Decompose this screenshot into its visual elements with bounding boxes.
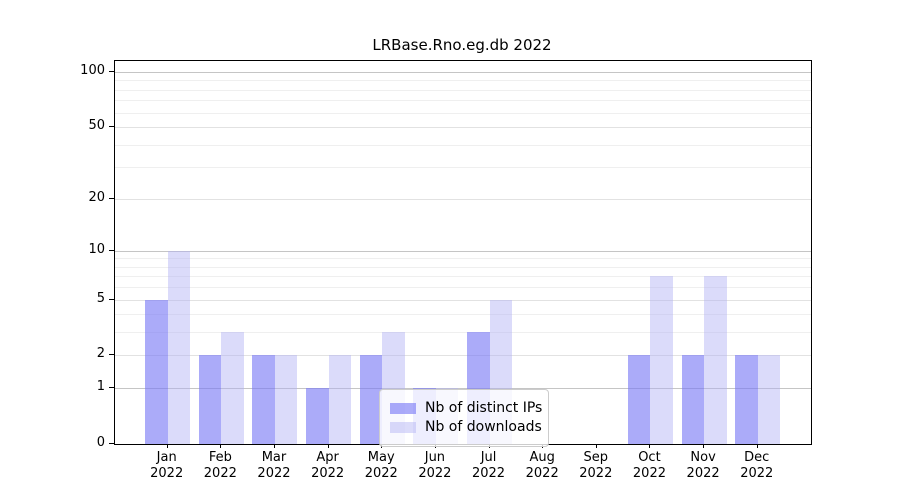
legend-label-downloads: Nb of downloads bbox=[425, 419, 542, 435]
bar-distinct-ips-dec bbox=[735, 355, 758, 444]
x-tick-label-nov: Nov 2022 bbox=[686, 450, 720, 481]
x-tick-label-dec: Dec 2022 bbox=[740, 450, 774, 481]
y-tick-label-2: 2 bbox=[96, 346, 105, 362]
legend-item-downloads: Nb of downloads bbox=[390, 419, 542, 435]
x-tick-label-sep: Sep 2022 bbox=[579, 450, 613, 481]
gridline-y-1 bbox=[115, 388, 811, 390]
x-tick-label-feb: Feb 2022 bbox=[203, 450, 237, 481]
x-tick-mar bbox=[273, 444, 275, 448]
plot-area: Nb of distinct IPs Nb of downloads bbox=[114, 60, 812, 447]
gridline-y-50 bbox=[115, 127, 811, 129]
x-tick-label-jan: Jan 2022 bbox=[150, 450, 184, 481]
gridline-y-2 bbox=[115, 355, 811, 357]
y-tick-label-5: 5 bbox=[96, 290, 105, 306]
bar-distinct-ips-jan bbox=[145, 299, 168, 444]
y-tick-0 bbox=[109, 443, 114, 444]
y-tick-5 bbox=[109, 298, 114, 300]
y-tick-label-1: 1 bbox=[96, 379, 105, 395]
legend-item-distinct-ips: Nb of distinct IPs bbox=[390, 400, 542, 416]
y-tick-label-50: 50 bbox=[88, 118, 105, 134]
bar-downloads-mar bbox=[274, 355, 298, 444]
x-tick-label-mar: Mar 2022 bbox=[257, 450, 291, 481]
y-tick-100 bbox=[109, 71, 114, 72]
gridline-y-20 bbox=[115, 198, 811, 200]
gridline-y-9 bbox=[115, 258, 811, 260]
bar-distinct-ips-feb bbox=[198, 355, 222, 444]
gridline-y-8 bbox=[115, 266, 811, 268]
x-tick-jan bbox=[166, 444, 168, 448]
gridline-y-100 bbox=[115, 72, 811, 73]
bar-distinct-ips-nov bbox=[681, 355, 705, 444]
y-tick-1 bbox=[109, 387, 114, 389]
gridline-y-60 bbox=[115, 112, 811, 114]
bar-downloads-jan bbox=[167, 250, 191, 444]
x-tick-feb bbox=[220, 444, 222, 448]
gridline-y-90 bbox=[115, 80, 811, 82]
gridline-y-4 bbox=[115, 314, 811, 316]
gridline-y-70 bbox=[115, 100, 811, 102]
bar-downloads-nov bbox=[704, 276, 727, 444]
x-tick-oct bbox=[649, 444, 651, 448]
bar-downloads-dec bbox=[757, 355, 781, 444]
gridline-y-5 bbox=[115, 299, 811, 301]
y-tick-label-100: 100 bbox=[80, 63, 105, 78]
y-tick-label-0: 0 bbox=[96, 435, 105, 450]
y-tick-50 bbox=[109, 126, 114, 128]
gridline-y-10 bbox=[115, 250, 811, 252]
gridline-y-6 bbox=[115, 287, 811, 289]
legend-label-distinct-ips: Nb of distinct IPs bbox=[425, 400, 543, 416]
x-tick-label-aug: Aug 2022 bbox=[525, 450, 559, 481]
legend-swatch-downloads-icon bbox=[390, 421, 416, 433]
legend: Nb of distinct IPs Nb of downloads bbox=[379, 389, 549, 447]
gridline-y-3 bbox=[115, 332, 811, 334]
y-tick-label-10: 10 bbox=[88, 241, 105, 257]
gridline-y-7 bbox=[115, 276, 811, 278]
bar-downloads-oct bbox=[650, 276, 673, 444]
x-tick-label-may: May 2022 bbox=[364, 450, 398, 481]
bar-downloads-apr bbox=[328, 355, 352, 444]
gridline-y-80 bbox=[115, 89, 811, 91]
x-tick-label-oct: Oct 2022 bbox=[632, 450, 666, 481]
y-tick-2 bbox=[109, 354, 114, 356]
y-tick-20 bbox=[109, 197, 114, 199]
legend-swatch-distinct-ips-icon bbox=[390, 402, 416, 414]
bar-distinct-ips-apr bbox=[306, 388, 329, 444]
gridline-y-40 bbox=[115, 144, 811, 146]
chart-title: LRBase.Rno.eg.db 2022 bbox=[372, 36, 552, 54]
y-tick-10 bbox=[109, 249, 114, 251]
y-tick-label-20: 20 bbox=[88, 189, 105, 205]
x-tick-apr bbox=[327, 444, 329, 448]
x-tick-label-jun: Jun 2022 bbox=[418, 450, 452, 481]
gridline-y-30 bbox=[115, 167, 811, 169]
bar-downloads-feb bbox=[221, 332, 244, 444]
x-tick-label-apr: Apr 2022 bbox=[311, 450, 345, 481]
x-tick-dec bbox=[756, 444, 758, 448]
bar-distinct-ips-mar bbox=[252, 355, 275, 444]
bar-distinct-ips-may bbox=[359, 355, 383, 444]
x-tick-nov bbox=[703, 444, 705, 448]
x-tick-label-jul: Jul 2022 bbox=[471, 450, 506, 481]
x-tick-sep bbox=[595, 444, 597, 448]
bar-distinct-ips-oct bbox=[627, 355, 651, 444]
